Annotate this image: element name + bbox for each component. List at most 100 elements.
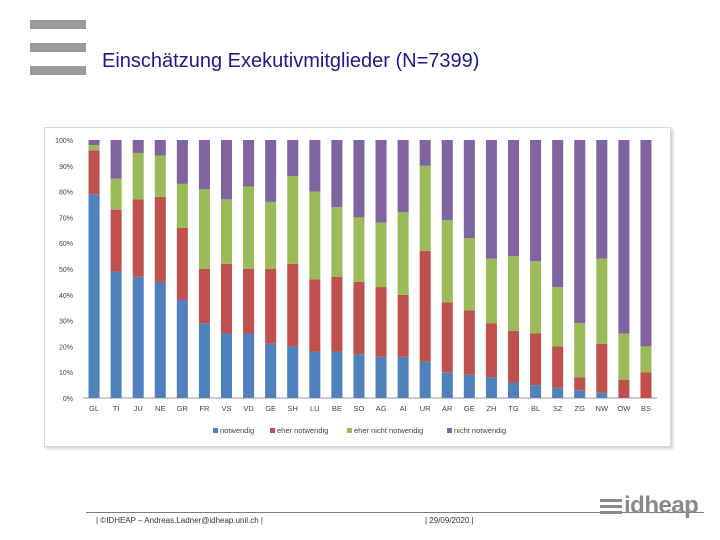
x-tick-label: BE (332, 404, 342, 413)
x-tick-label: SO (354, 404, 365, 413)
x-tick-label: NE (155, 404, 165, 413)
bar-segment (287, 176, 299, 264)
bar-segment (596, 258, 608, 344)
bar-segment (485, 323, 497, 378)
bar-segment (441, 302, 453, 373)
x-tick-label: VS (221, 404, 231, 413)
bar-segment (88, 145, 100, 151)
bar-segment (132, 140, 144, 153)
bar-segment (618, 379, 630, 398)
bar-segment (220, 199, 233, 264)
bar-segment (287, 346, 299, 398)
bar-segment (198, 140, 210, 190)
bar-segment (441, 140, 453, 220)
bar-segment (309, 279, 321, 352)
bar-segment (154, 196, 166, 282)
bar-segment (353, 217, 365, 282)
bar-segment (287, 140, 299, 177)
x-tick-label: BL (531, 404, 540, 413)
x-tick-label: AI (400, 404, 407, 413)
legend-swatch (447, 428, 452, 433)
legend-label: eher notwendig (277, 426, 328, 435)
bar-segment (154, 281, 166, 398)
bar-segment (618, 333, 630, 380)
bar-segment (110, 209, 122, 272)
bar-segment (220, 140, 233, 200)
bar-segment (640, 140, 652, 347)
bar-segment (154, 140, 166, 156)
bar-segment (485, 140, 497, 259)
bar-segment (375, 356, 387, 398)
x-tick-label: BS (641, 404, 651, 413)
legend-label: nicht notwendig (454, 426, 506, 435)
bar-segment (331, 351, 343, 398)
y-tick-label: 0% (63, 396, 73, 403)
bar-segment (397, 294, 409, 357)
x-tick-label: AR (442, 404, 453, 413)
y-tick-label: 90% (59, 164, 73, 171)
bar-segment (220, 333, 233, 398)
bar-segment (88, 140, 100, 146)
bar-segment (530, 385, 542, 398)
bar-segment (331, 207, 343, 277)
y-tick-label: 30% (59, 319, 73, 326)
y-tick-label: 40% (59, 293, 73, 300)
bar-segment (88, 194, 100, 398)
x-tick-label: ZG (575, 404, 586, 413)
logo-lines-icon (600, 497, 622, 517)
bar-segment (220, 263, 233, 334)
bar-segment (419, 165, 431, 251)
bar-segment (375, 287, 387, 357)
bar-segment (176, 140, 188, 184)
slide-title: Einschätzung Exekutivmitglieder (N=7399) (102, 50, 480, 72)
y-tick-label: 10% (59, 370, 73, 377)
bar-segment (353, 140, 365, 218)
bar-segment (176, 183, 188, 228)
bar-segment (243, 269, 255, 334)
bar-segment (574, 390, 586, 398)
bar-segment (574, 140, 586, 324)
bar-segment (265, 343, 277, 398)
bar-segment (110, 140, 122, 179)
footer-credit: | ©IDHEAP – Andreas.Ladner@idheap.unil.c… (96, 516, 264, 525)
bar-segment (574, 377, 586, 391)
idheap-logo: idheap (600, 492, 699, 520)
bar-segment (618, 140, 630, 334)
x-tick-label: GE (265, 404, 276, 413)
bar-segment (309, 140, 321, 192)
bar-segment (530, 333, 542, 386)
y-tick-label: 70% (59, 215, 73, 222)
bar-segment (243, 333, 255, 398)
x-tick-label: SZ (553, 404, 563, 413)
bar-segment (419, 140, 431, 166)
bar-segment (397, 140, 409, 213)
legend-label: eher nicht notwendig (354, 426, 423, 435)
bar-segment (552, 346, 564, 388)
x-tick-label: GR (177, 404, 189, 413)
x-tick-label: FR (199, 404, 210, 413)
bar-segment (463, 140, 475, 239)
bar-segment (353, 354, 365, 398)
chart-svg: 0% 10% 20% 30% 40% 50% 60% 70% 80% 90% 100% GL TI JU N… (55, 138, 657, 435)
x-tick-label: ZH (486, 404, 496, 413)
y-tick-label: 20% (59, 344, 73, 351)
stacked-bar-chart: 0% 10% 20% 30% 40% 50% 60% 70% 80% 90% 100% GL TI JU N… (44, 127, 671, 447)
bar-segment (419, 361, 431, 398)
legend-swatch (270, 428, 275, 433)
x-tick-label: GL (89, 404, 99, 413)
x-tick-label: VD (243, 404, 254, 413)
legend-swatch (347, 428, 352, 433)
bar-segment (463, 238, 475, 311)
x-tick-label: SH (288, 404, 298, 413)
footer-divider (86, 512, 704, 513)
bar-segment (331, 140, 343, 208)
bar-segment (88, 150, 100, 195)
bar-segment (110, 178, 122, 210)
bar-segment (552, 287, 564, 347)
bar-segment (375, 140, 387, 223)
bar-segment (331, 276, 343, 352)
y-tick-label: 50% (59, 267, 73, 274)
bar-segment (309, 191, 321, 280)
bar-segment (309, 351, 321, 398)
bar-segment (132, 276, 144, 398)
